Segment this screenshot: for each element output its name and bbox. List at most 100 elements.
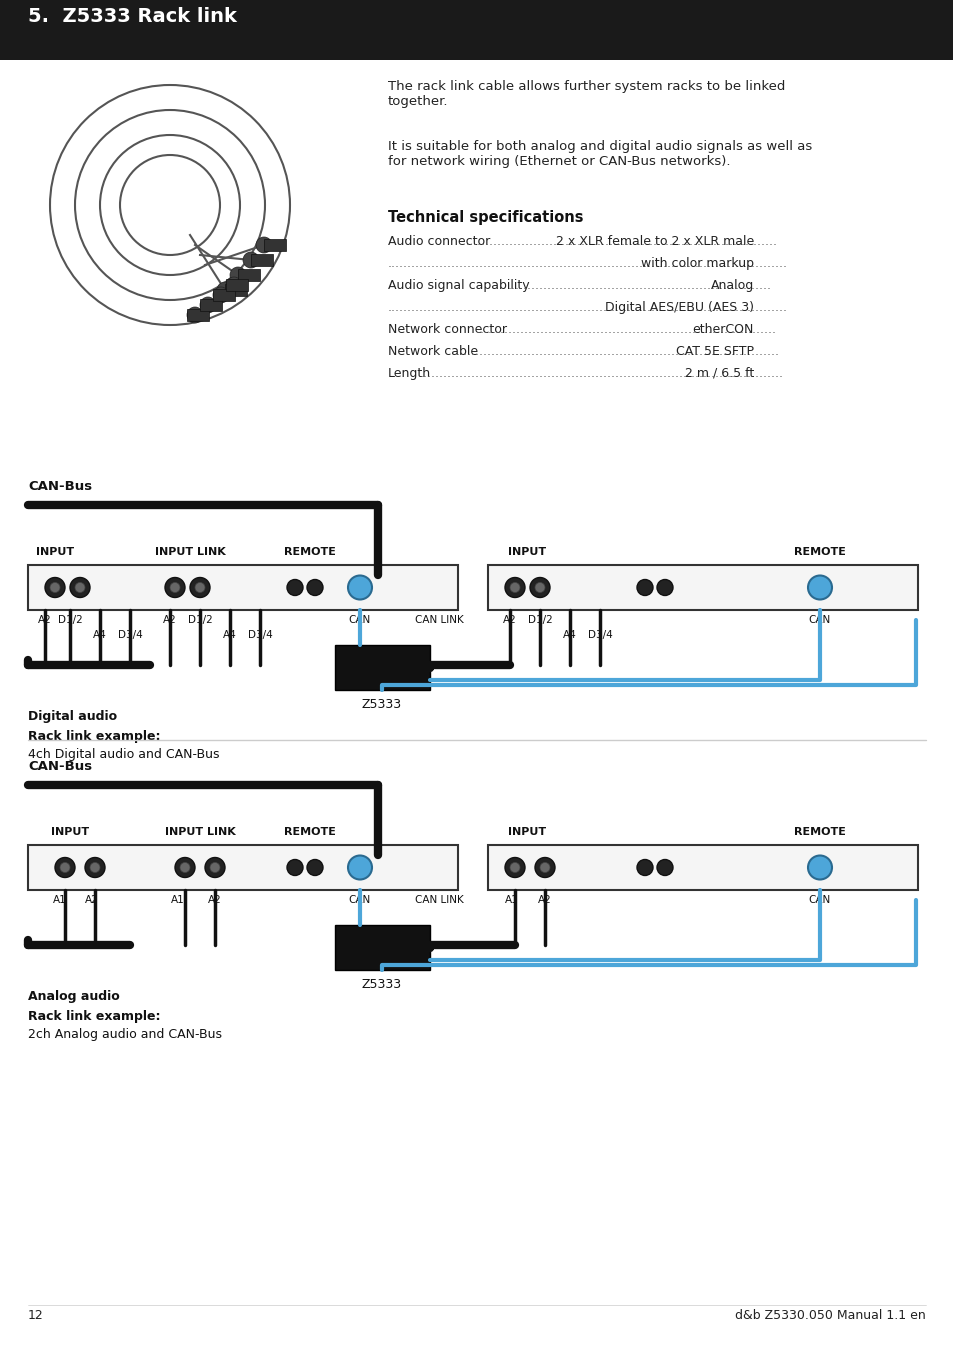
Circle shape bbox=[307, 579, 323, 595]
Bar bbox=[187, 309, 209, 321]
Bar bbox=[335, 925, 430, 971]
Text: CAN-Bus: CAN-Bus bbox=[28, 481, 92, 493]
Text: REMOTE: REMOTE bbox=[284, 828, 335, 837]
Text: Digital AES/EBU (AES 3): Digital AES/EBU (AES 3) bbox=[604, 301, 753, 315]
Circle shape bbox=[807, 856, 831, 879]
Text: Z5333: Z5333 bbox=[361, 977, 401, 991]
Text: Analog: Analog bbox=[710, 279, 753, 292]
Text: ................................................................................: ........................................… bbox=[456, 346, 779, 358]
Text: A2: A2 bbox=[502, 616, 517, 625]
Text: A2: A2 bbox=[85, 895, 99, 905]
Text: REMOTE: REMOTE bbox=[284, 547, 335, 558]
Text: INPUT: INPUT bbox=[507, 828, 545, 837]
Text: A1: A1 bbox=[53, 895, 67, 905]
Text: Audio connector: Audio connector bbox=[388, 235, 490, 248]
Circle shape bbox=[180, 863, 190, 872]
Text: Technical specifications: Technical specifications bbox=[388, 211, 583, 225]
Text: REMOTE: REMOTE bbox=[793, 828, 845, 837]
Text: CAN: CAN bbox=[349, 895, 371, 905]
Text: 2 m / 6.5 ft: 2 m / 6.5 ft bbox=[684, 367, 753, 379]
Circle shape bbox=[85, 857, 105, 878]
Bar bbox=[28, 845, 457, 890]
Text: The rack link cable allows further system racks to be linked
together.: The rack link cable allows further syste… bbox=[388, 80, 784, 108]
Text: 12: 12 bbox=[28, 1310, 44, 1322]
Circle shape bbox=[504, 578, 524, 598]
Circle shape bbox=[55, 857, 75, 878]
Circle shape bbox=[230, 267, 246, 284]
Text: A2: A2 bbox=[537, 895, 551, 905]
Text: 5.  Z5333 Rack link: 5. Z5333 Rack link bbox=[28, 8, 236, 27]
Circle shape bbox=[243, 252, 258, 269]
Text: Length: Length bbox=[388, 367, 431, 379]
Circle shape bbox=[504, 857, 524, 878]
Circle shape bbox=[187, 306, 203, 323]
Bar bbox=[488, 566, 917, 610]
Circle shape bbox=[213, 288, 229, 302]
Text: Audio signal capability: Audio signal capability bbox=[388, 279, 529, 292]
Text: INPUT: INPUT bbox=[507, 547, 545, 558]
Text: d&b Z5330.050 Manual 1.1 en: d&b Z5330.050 Manual 1.1 en bbox=[735, 1310, 925, 1322]
Circle shape bbox=[205, 857, 225, 878]
Text: CAN: CAN bbox=[808, 895, 830, 905]
Circle shape bbox=[657, 860, 672, 876]
Text: CAT 5E SFTP: CAT 5E SFTP bbox=[676, 346, 753, 358]
Text: D1/2: D1/2 bbox=[527, 616, 552, 625]
Circle shape bbox=[637, 579, 652, 595]
Circle shape bbox=[348, 575, 372, 599]
Text: etherCON: etherCON bbox=[692, 323, 753, 336]
Text: INPUT: INPUT bbox=[36, 547, 74, 558]
Text: CAN LINK: CAN LINK bbox=[415, 895, 463, 905]
Circle shape bbox=[60, 863, 70, 872]
Bar bbox=[225, 284, 247, 296]
Text: A4: A4 bbox=[223, 630, 236, 640]
Circle shape bbox=[210, 863, 220, 872]
Text: Rack link example:: Rack link example: bbox=[28, 1010, 160, 1023]
Bar bbox=[237, 269, 260, 281]
Circle shape bbox=[657, 579, 672, 595]
Text: CAN: CAN bbox=[808, 616, 830, 625]
Bar bbox=[28, 566, 457, 610]
Circle shape bbox=[194, 582, 205, 593]
Text: D3/4: D3/4 bbox=[587, 630, 612, 640]
Text: INPUT: INPUT bbox=[51, 828, 89, 837]
Text: Network connector: Network connector bbox=[388, 323, 506, 336]
Text: A1: A1 bbox=[504, 895, 518, 905]
Circle shape bbox=[530, 578, 550, 598]
Bar bbox=[200, 298, 222, 311]
Circle shape bbox=[226, 277, 242, 293]
Text: A2: A2 bbox=[208, 895, 222, 905]
Circle shape bbox=[287, 579, 303, 595]
Text: CAN: CAN bbox=[349, 616, 371, 625]
Text: A2: A2 bbox=[163, 616, 176, 625]
Text: It is suitable for both analog and digital audio signals as well as
for network : It is suitable for both analog and digit… bbox=[388, 140, 811, 167]
Text: 2 x XLR female to 2 x XLR male: 2 x XLR female to 2 x XLR male bbox=[556, 235, 753, 248]
Text: A4: A4 bbox=[562, 630, 577, 640]
Circle shape bbox=[539, 863, 550, 872]
Circle shape bbox=[200, 297, 215, 313]
Circle shape bbox=[45, 578, 65, 598]
Text: ..............................................................................: ........................................… bbox=[465, 235, 778, 248]
Text: 2ch Analog audio and CAN-Bus: 2ch Analog audio and CAN-Bus bbox=[28, 1027, 222, 1041]
Text: A4: A4 bbox=[93, 630, 107, 640]
Circle shape bbox=[216, 282, 233, 298]
Circle shape bbox=[255, 238, 272, 252]
Text: with color markup: with color markup bbox=[640, 256, 753, 270]
Circle shape bbox=[535, 582, 544, 593]
Circle shape bbox=[807, 575, 831, 599]
Text: REMOTE: REMOTE bbox=[793, 547, 845, 558]
Text: 4ch Digital audio and CAN-Bus: 4ch Digital audio and CAN-Bus bbox=[28, 748, 219, 761]
Circle shape bbox=[75, 582, 85, 593]
Text: INPUT LINK: INPUT LINK bbox=[154, 547, 225, 558]
Text: ................................................................................: ........................................… bbox=[388, 301, 787, 315]
Bar bbox=[213, 289, 234, 301]
Bar bbox=[264, 239, 286, 251]
Circle shape bbox=[170, 582, 180, 593]
Text: Rack link example:: Rack link example: bbox=[28, 730, 160, 742]
Circle shape bbox=[510, 863, 519, 872]
Circle shape bbox=[535, 857, 555, 878]
Text: ................................................................................: ........................................… bbox=[418, 367, 782, 379]
Circle shape bbox=[174, 857, 194, 878]
Text: Digital audio: Digital audio bbox=[28, 710, 117, 724]
Text: INPUT LINK: INPUT LINK bbox=[165, 828, 235, 837]
Text: Network cable: Network cable bbox=[388, 346, 477, 358]
